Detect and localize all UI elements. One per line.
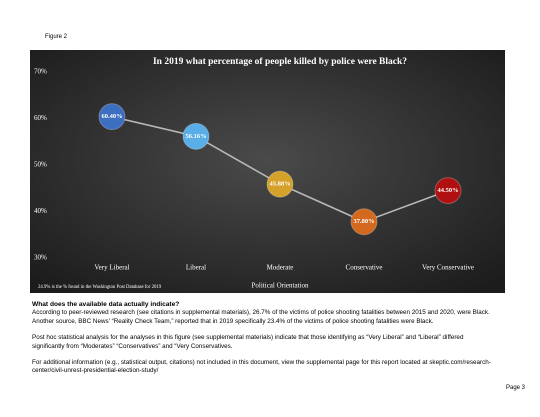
chart: In 2019 what percentage of people killed… [30, 50, 505, 293]
y-tick-label: 30% [34, 254, 47, 262]
paragraph: For additional information (e.g., statis… [32, 359, 491, 375]
marker [182, 122, 210, 150]
x-tick-label: Very Conservative [422, 264, 474, 272]
y-tick-label: 60% [34, 114, 47, 122]
figure-label: Figure 2 [45, 34, 68, 40]
marker [434, 177, 462, 205]
marker [350, 208, 378, 236]
y-tick-label: 50% [34, 161, 47, 169]
x-tick-label: Moderate [267, 264, 294, 272]
chart-background [30, 50, 505, 293]
x-tick-label: Liberal [186, 264, 206, 272]
heading: What does the available data actually in… [32, 301, 180, 308]
data-label: 60.40% [101, 113, 122, 120]
body-text: What does the available data actually in… [32, 301, 494, 384]
x-tick-label: Very Liberal [94, 264, 129, 272]
paragraph: According to peer-reviewed research (see… [32, 309, 490, 325]
page-number: Page 3 [506, 385, 526, 391]
footnote: 24.9% is the % found in the Washington P… [38, 285, 162, 290]
paragraph: Post hoc statistical analysis for the an… [32, 334, 464, 350]
data-label: 45.88% [269, 181, 290, 188]
marker [266, 170, 294, 198]
data-label: 56.16% [185, 133, 206, 140]
x-axis-title: Political Orientation [252, 282, 309, 290]
y-tick-label: 40% [34, 207, 47, 215]
y-tick-label: 70% [34, 68, 47, 76]
data-label: 44.50% [437, 187, 458, 194]
x-tick-label: Conservative [346, 264, 383, 272]
data-label: 37.80% [353, 218, 374, 225]
chart-title: In 2019 what percentage of people killed… [153, 57, 407, 67]
marker [98, 103, 126, 131]
